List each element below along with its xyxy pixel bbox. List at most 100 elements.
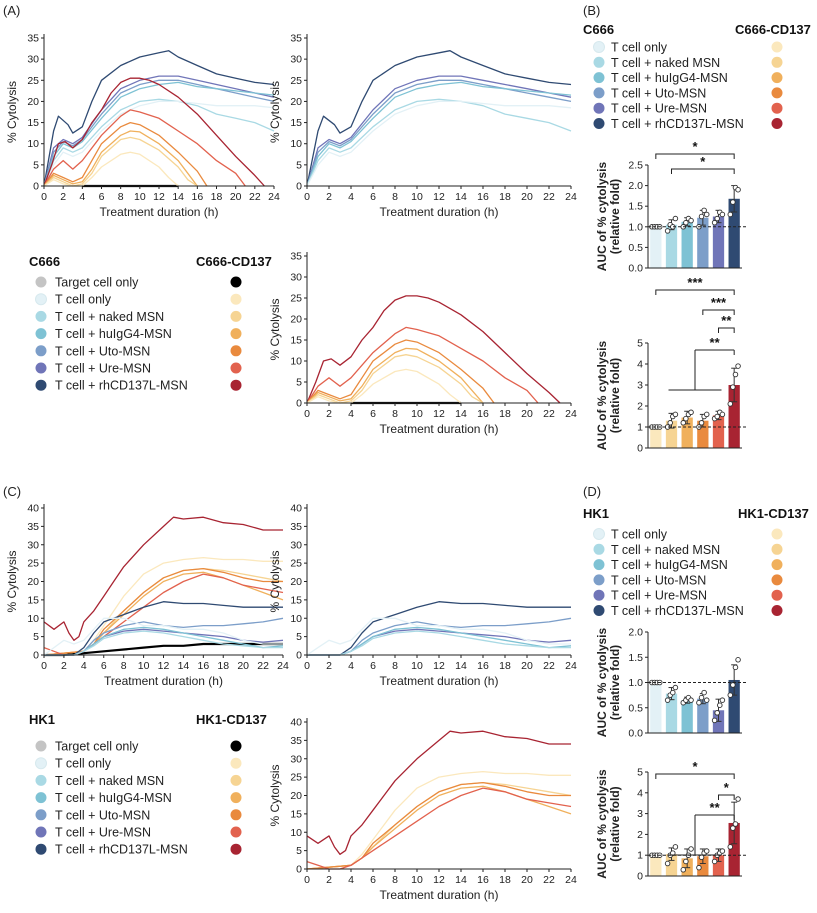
panel-label-c: (C): [3, 484, 21, 499]
y-tick-label: 30: [290, 539, 302, 551]
data-point: [730, 825, 736, 831]
series-line-C1-8: [44, 617, 284, 656]
line-chart-A3: 0 2 4 6 8 10 12 14 16 18 20 22 2405101520253035Treat…: [268, 251, 577, 437]
data-point: [696, 864, 702, 871]
y-axis-label-unit: (relative fold): [608, 179, 622, 254]
bar-B1-4: [712, 216, 725, 268]
legend-marker-left: [35, 362, 47, 374]
legend-marker-left: [593, 589, 605, 601]
y-tick-label: 2.0: [628, 180, 643, 192]
series-line-C1-6: [43, 573, 284, 656]
y-tick-label: 35: [290, 33, 302, 45]
y-tick-label: 0: [296, 650, 302, 662]
legend-marker-right: [230, 792, 242, 804]
y-tick-label: 15: [290, 594, 302, 606]
legend-marker-left: [35, 740, 47, 752]
legend-label: T cell + huIgG4-MSN: [611, 558, 728, 572]
y-tick-label: 0.0: [628, 728, 643, 740]
data-point: [719, 697, 726, 703]
bar-D2-4: [712, 855, 725, 876]
y-tick-label: 0: [637, 443, 643, 455]
bar-B1-0: [650, 226, 662, 268]
y-tick-label: 30: [290, 54, 302, 66]
y-tick-label: 15: [27, 117, 39, 129]
data-point: [683, 219, 689, 226]
data-point: [683, 415, 689, 422]
series-line-A3-4: [306, 347, 484, 404]
y-tick-label: 25: [27, 75, 39, 87]
data-point: [719, 411, 726, 418]
legend-d-left-header: HK1: [583, 506, 609, 521]
x-tick-label: 0: [304, 191, 310, 203]
y-tick-label: 1.5: [628, 201, 643, 213]
data-point: [701, 689, 707, 696]
legend-d-right-header: HK1-CD137: [738, 506, 809, 521]
data-point: [664, 228, 671, 234]
bar-D1-2: [681, 700, 693, 733]
series-line-A1-9: [43, 121, 208, 187]
line-chart-C2: 0 2 4 6 8 10 12 14 16 18 20 22 240510152025303540Tre…: [268, 503, 577, 689]
y-tick-label: 25: [290, 293, 302, 305]
x-tick-label: 20: [230, 191, 242, 203]
legend-marker-right: [771, 559, 783, 571]
data-point: [688, 409, 694, 416]
legend-label: T cell + naked MSN: [55, 774, 164, 788]
y-tick-label: 25: [290, 75, 302, 87]
x-tick-label: 14: [178, 660, 190, 672]
y-tick-label: 20: [27, 576, 39, 588]
data-point: [714, 215, 720, 222]
legend-marker-right: [771, 41, 783, 53]
y-tick-label: 20: [290, 314, 302, 326]
bar-B2-1: [665, 420, 678, 448]
series-line-A1-8: [43, 109, 246, 187]
bar-D1-3: [697, 698, 709, 733]
data-point: [683, 858, 689, 865]
legend-marker-left: [593, 605, 605, 616]
y-tick-label: 0: [33, 181, 39, 193]
legend-marker-left: [35, 843, 47, 855]
sig-label: ***: [711, 295, 727, 310]
series-line-A3-2: [306, 326, 539, 404]
series-line-A1-6: [43, 100, 275, 187]
y-axis-label: % Cytolysis: [268, 764, 282, 826]
y-tick-label: 30: [27, 539, 39, 551]
series-line-C2-1: [307, 617, 572, 656]
legend-marker-left: [35, 809, 47, 821]
legend-b-left-header: C666: [583, 22, 614, 37]
x-tick-label: 10: [411, 408, 423, 420]
x-tick-label: 0: [41, 660, 47, 672]
legend-label: T cell + naked MSN: [611, 543, 720, 557]
legend-marker-right: [230, 757, 242, 769]
bar-D2-5: [728, 822, 740, 876]
y-axis-label: % Cytolysis: [5, 550, 19, 612]
legend-marker-left: [593, 559, 605, 571]
series-line-A2-1: [306, 75, 572, 187]
legend-c-items: Target cell only T cell only T cell + nake…: [35, 740, 242, 857]
series-line-C3-5: [306, 787, 572, 870]
x-tick-label: 20: [521, 660, 533, 672]
legend-label: Target cell only: [55, 740, 139, 754]
bar-chart-D1: 0.0 0.5 1.0 1.5 2.0 AUC of % cytolysis (relati…: [595, 627, 746, 740]
data-point: [672, 844, 679, 850]
series-line-A1-4: [43, 81, 275, 187]
series-line-A1-5: [43, 98, 275, 187]
y-tick-label: 2.5: [628, 160, 643, 172]
series-line-C2-5: [306, 617, 571, 656]
legend-marker-left: [593, 56, 605, 68]
legend-marker-right: [230, 774, 242, 786]
x-tick-label: 18: [211, 191, 223, 203]
legend-marker-left: [593, 72, 605, 84]
y-tick-label: 40: [27, 503, 39, 515]
legend-marker-left: [593, 543, 605, 555]
legend-marker-right: [230, 293, 242, 305]
x-tick-label: 24: [268, 191, 280, 203]
data-point: [727, 211, 734, 218]
bar-D1-1: [665, 693, 678, 733]
legend-marker-right: [771, 72, 783, 84]
x-tick-label: 14: [172, 191, 184, 203]
bar-D1-0: [650, 682, 662, 733]
bar-B1-2: [681, 221, 693, 268]
x-tick-label: 16: [191, 191, 203, 203]
y-tick-label: 0: [637, 871, 643, 883]
bar-B2-2: [681, 417, 693, 448]
